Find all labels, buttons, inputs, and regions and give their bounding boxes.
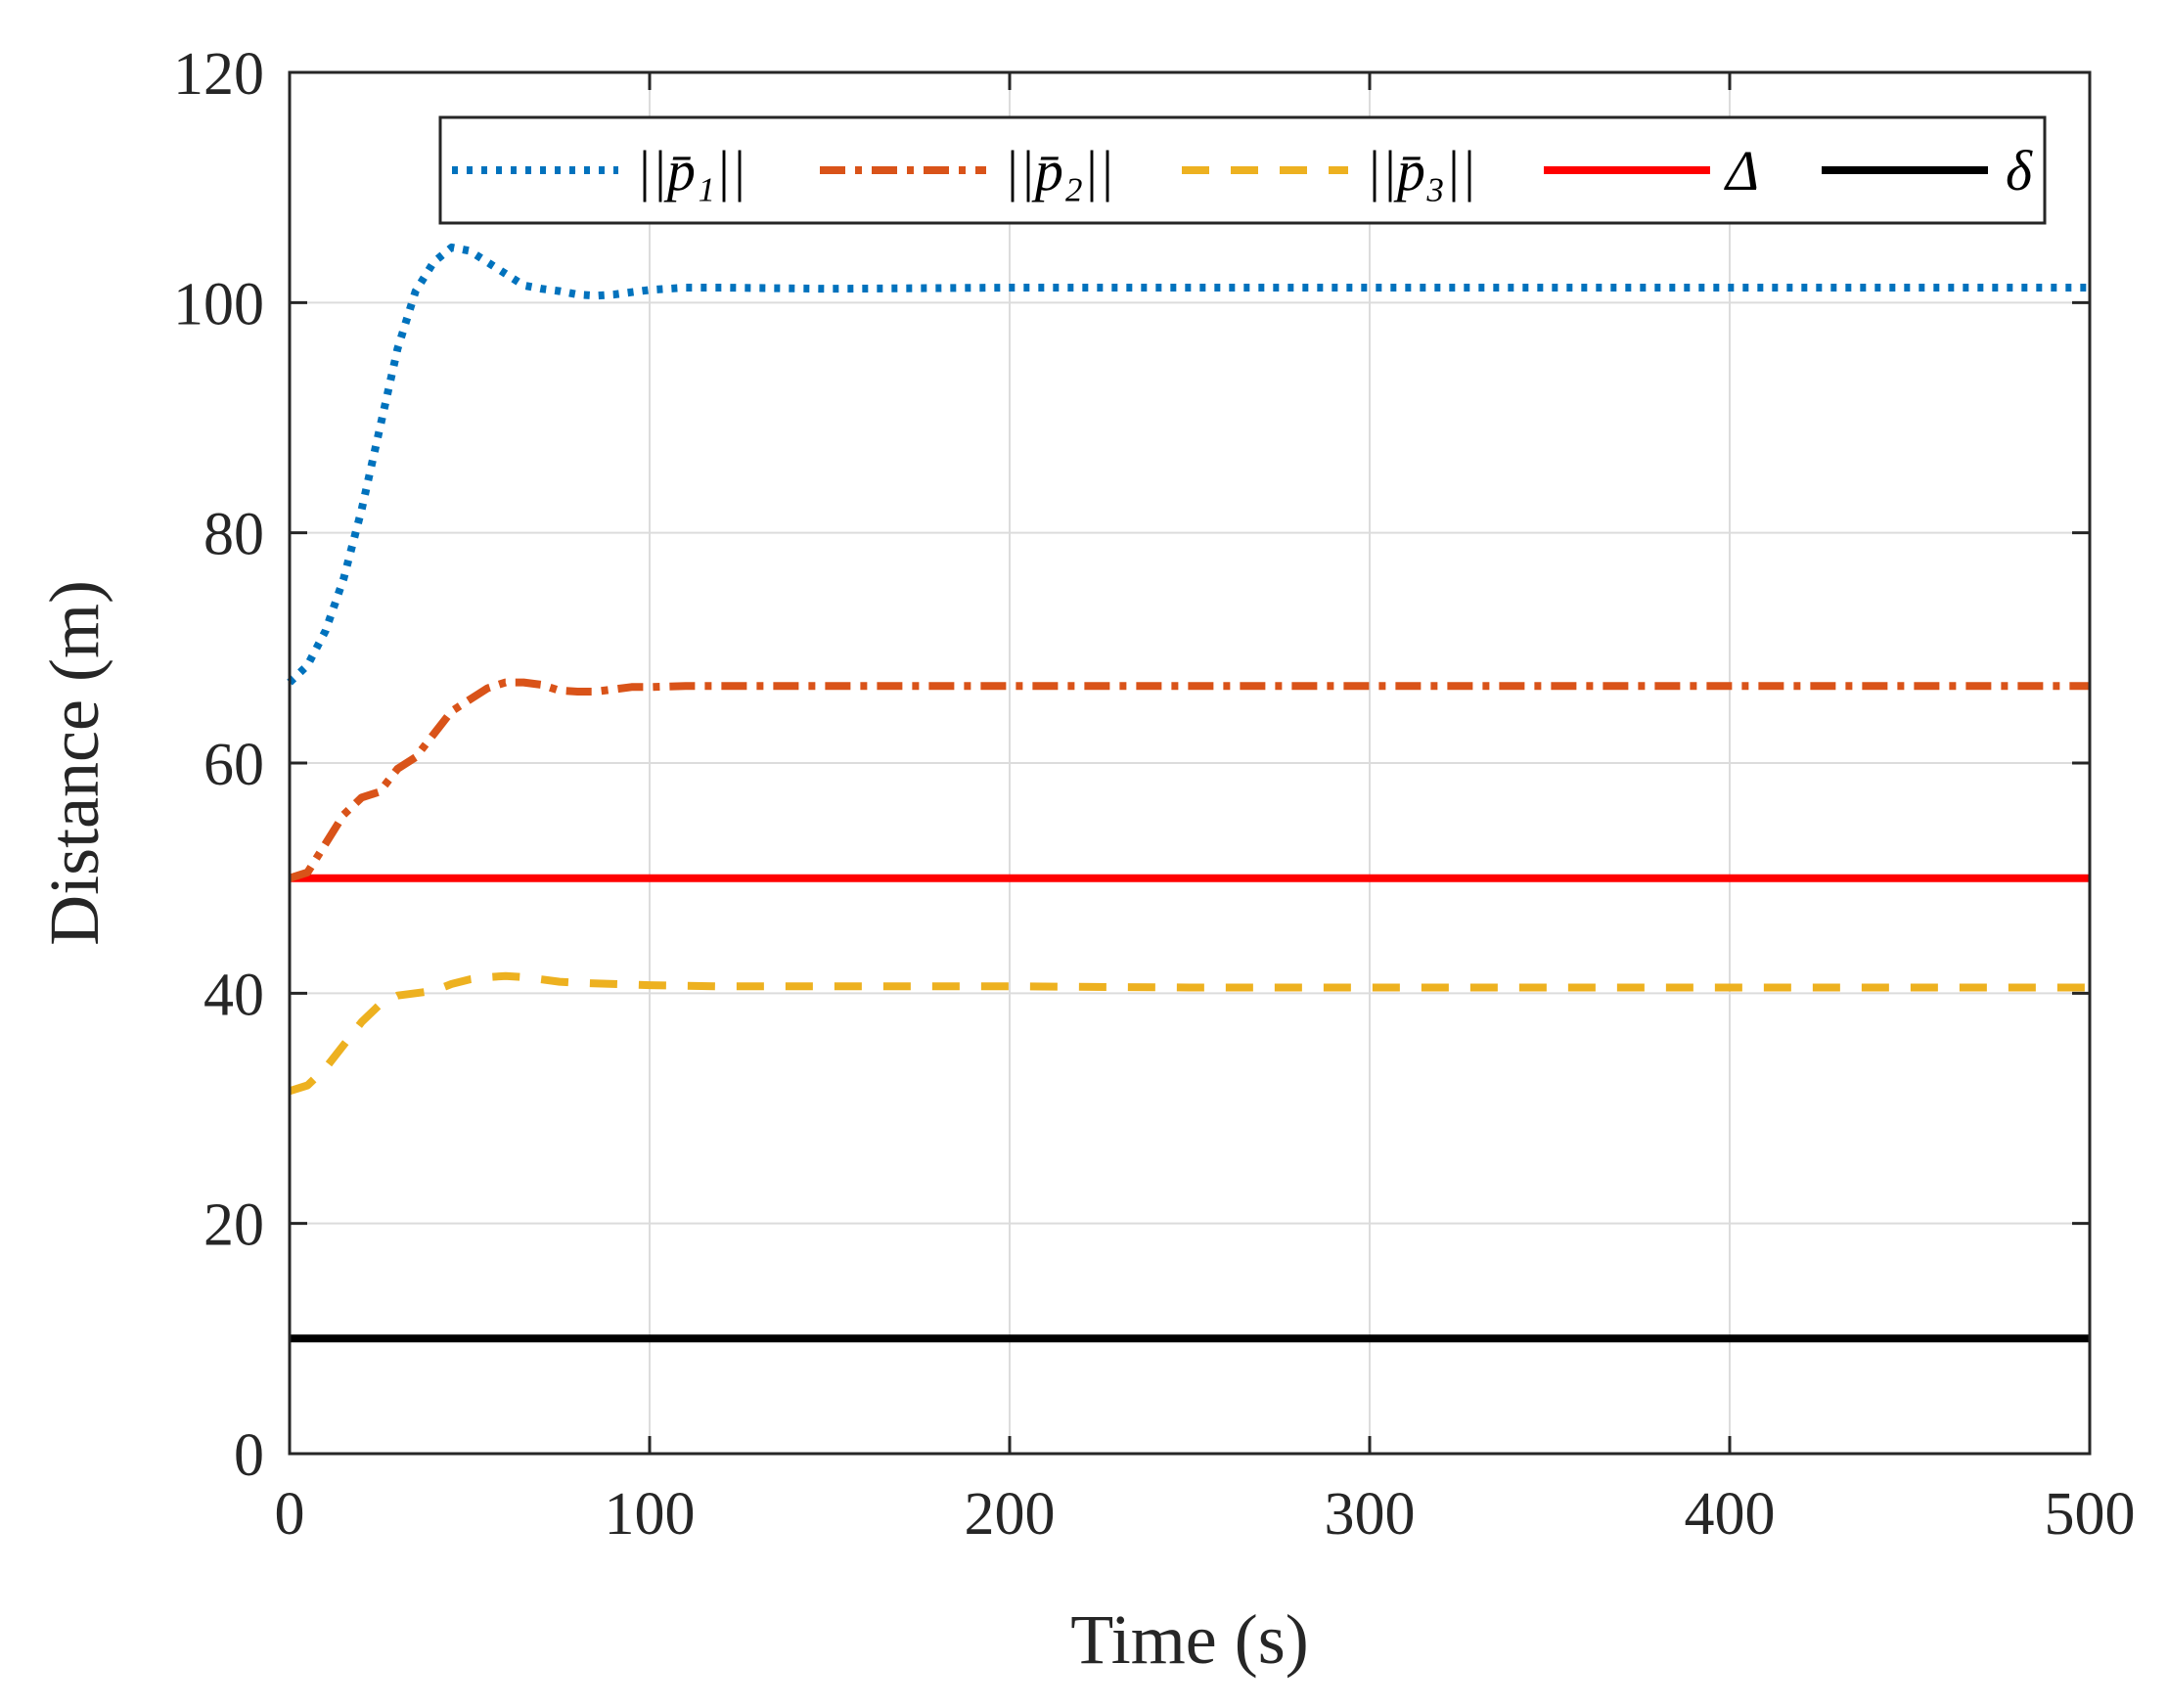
y-tick-label: 80	[203, 502, 264, 568]
tick-marks	[288, 70, 2092, 1456]
legend-label-5: δ	[2006, 139, 2033, 202]
grid-lines	[290, 72, 2090, 1454]
legend-label-2: ||p̄₂||	[1004, 139, 1114, 202]
series-lines	[287, 243, 2090, 1343]
x-axis-title: Time (s)	[1070, 1600, 1308, 1679]
y-tick-label: 40	[203, 962, 264, 1028]
y-tick-label: 0	[234, 1422, 264, 1489]
x-tick-label: 500	[2045, 1481, 2136, 1548]
y-tick-label: 120	[173, 41, 264, 108]
series-line-1	[287, 243, 2090, 686]
x-tick-label: 200	[965, 1481, 1056, 1548]
series-line-2	[288, 678, 2090, 882]
y-tick-label: 20	[203, 1192, 264, 1259]
y-tick-label: 100	[173, 271, 264, 337]
x-tick-label: 0	[275, 1481, 305, 1548]
series-line-3	[288, 971, 2090, 1096]
x-tick-label: 400	[1685, 1481, 1776, 1548]
legend-label-1: ||p̄₁||	[636, 139, 746, 202]
legend-label-4: Δ	[1724, 139, 1759, 202]
y-axis-title: Distance (m)	[35, 580, 113, 946]
x-tick-label: 300	[1325, 1481, 1416, 1548]
legend-label-3: ||p̄₃||	[1366, 139, 1476, 202]
tick-labels: 0 100 200 300 400 500 0 20 40 60 80 100 120	[173, 41, 2136, 1548]
x-tick-label: 100	[605, 1481, 696, 1548]
y-tick-label: 60	[203, 732, 264, 798]
